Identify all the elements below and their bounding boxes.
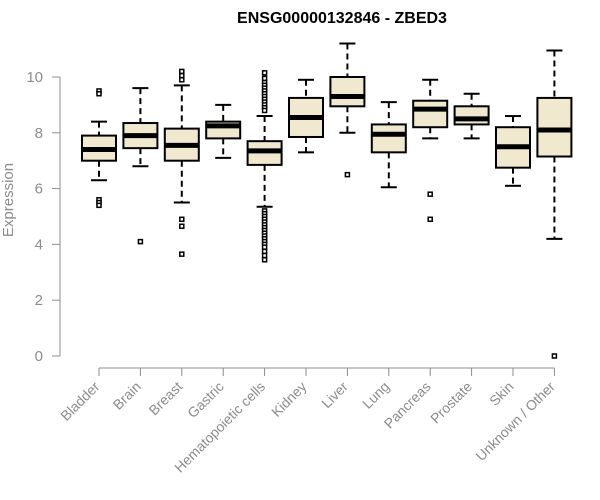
y-axis: 0 2 4 6 8 10: [26, 69, 61, 365]
chart-title: ENSG00000132846 - ZBED3: [237, 10, 447, 27]
box-iqr: [453, 105, 490, 126]
outlier-point: [551, 353, 558, 359]
y-axis-label: Expression: [0, 163, 17, 237]
x-tick-label: Liver: [318, 378, 351, 411]
x-tick-label: Unknown / Other: [472, 378, 558, 464]
outlier-point: [261, 70, 268, 76]
x-tick-label: Skin: [486, 378, 517, 409]
x-tick-label: Prostate: [427, 378, 475, 426]
plot-area: [81, 42, 573, 359]
y-tick-label: 4: [35, 236, 43, 253]
outlier-point: [179, 251, 185, 257]
x-tick-label: Breast: [145, 378, 185, 418]
outlier-point: [261, 244, 268, 250]
box-iqr: [536, 96, 573, 158]
box-group: [163, 68, 200, 257]
outlier-point: [137, 238, 144, 245]
box-group: [329, 42, 366, 178]
outlier-point: [261, 248, 268, 255]
box-group: [288, 78, 324, 154]
x-tick-label: Brain: [110, 378, 144, 412]
box-group: [370, 101, 407, 189]
outlier-point: [179, 77, 185, 83]
box-iqr: [370, 123, 407, 154]
outlier-point: [261, 107, 268, 114]
box-iqr: [329, 76, 366, 108]
y-tick-label: 8: [35, 125, 43, 142]
outlier-point: [427, 216, 433, 223]
outlier-point: [179, 68, 185, 75]
outlier-point: [179, 216, 185, 223]
outlier-point: [427, 191, 433, 197]
outlier-point: [179, 72, 185, 79]
y-tick-label: 0: [35, 348, 43, 365]
box-group: [81, 88, 117, 209]
outlier-point: [261, 252, 268, 259]
box-group: [246, 70, 283, 263]
outlier-point: [261, 75, 268, 82]
box-group: [453, 92, 490, 140]
outlier-point: [344, 171, 351, 178]
box-group: [412, 78, 449, 223]
y-tick-label: 6: [35, 181, 43, 198]
box-group: [536, 49, 573, 359]
outlier-point: [261, 256, 268, 263]
y-tick-label: 2: [35, 292, 43, 309]
box-group: [495, 115, 531, 187]
x-tick-label: Bladder: [57, 378, 103, 424]
box-iqr: [412, 99, 449, 129]
outlier-point: [96, 90, 102, 97]
y-tick-label: 10: [26, 69, 43, 86]
box-group: [205, 103, 242, 159]
outlier-point: [96, 202, 102, 209]
x-tick-label: Lung: [359, 378, 392, 411]
box-group: [122, 87, 159, 245]
x-tick-label: Kidney: [268, 378, 310, 420]
outlier-point: [179, 223, 185, 230]
